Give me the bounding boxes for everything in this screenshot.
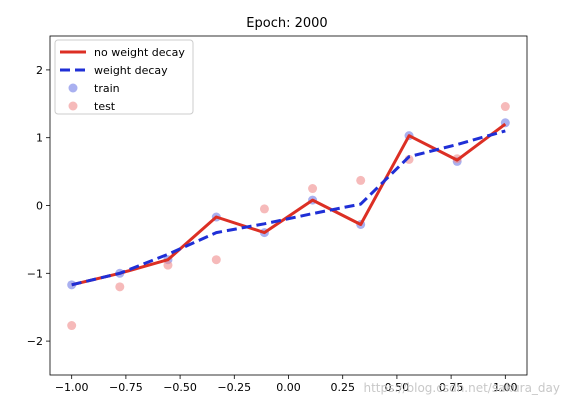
weight-decay-line [71, 129, 506, 287]
x-tick-label: 1.00 [493, 381, 518, 394]
test-point [259, 204, 269, 214]
legend-box [54, 39, 194, 115]
no-weight-decay-line [71, 122, 507, 287]
x-tick-label: −0.25 [217, 381, 251, 394]
test-point [308, 184, 318, 194]
train-point [67, 280, 77, 290]
y-tick-label: −1 [27, 267, 43, 280]
x-tick-label: −1.00 [55, 381, 89, 394]
chart-title: Epoch: 2000 [246, 16, 327, 31]
x-tick-label: −0.50 [163, 381, 197, 394]
legend: no weight decay weight decay train test [54, 39, 194, 115]
y-tick-label: −2 [27, 335, 43, 348]
test-point [115, 282, 125, 292]
y-tick-label: 0 [36, 200, 43, 213]
test-point [163, 260, 173, 270]
watermark: https://blog.csdn.net/sakura_day [363, 381, 560, 395]
legend-label-no-weight-decay: no weight decay [94, 46, 185, 59]
x-tick-label: 0.50 [385, 381, 410, 394]
x-tick-label: 0.25 [330, 381, 355, 394]
test-point [356, 175, 366, 185]
test-point [67, 321, 77, 331]
plot-area: −1.00 −0.75 −0.50 −0.25 0.00 0.25 0.50 0.75 1.00… [27, 35, 528, 394]
legend-label-test: test [94, 100, 116, 113]
legend-label-train: train [94, 82, 120, 95]
test-point [500, 102, 510, 112]
y-tick-label: 2 [36, 64, 43, 77]
y-tick-label: 1 [36, 132, 43, 145]
legend-swatch-test [68, 101, 78, 111]
legend-label-weight-decay: weight decay [94, 64, 168, 77]
x-tick-label: −0.75 [109, 381, 143, 394]
x-tick-label: 0.00 [276, 381, 301, 394]
test-point [211, 255, 221, 265]
x-tick-label: 0.75 [439, 381, 464, 394]
legend-swatch-train [68, 83, 78, 93]
